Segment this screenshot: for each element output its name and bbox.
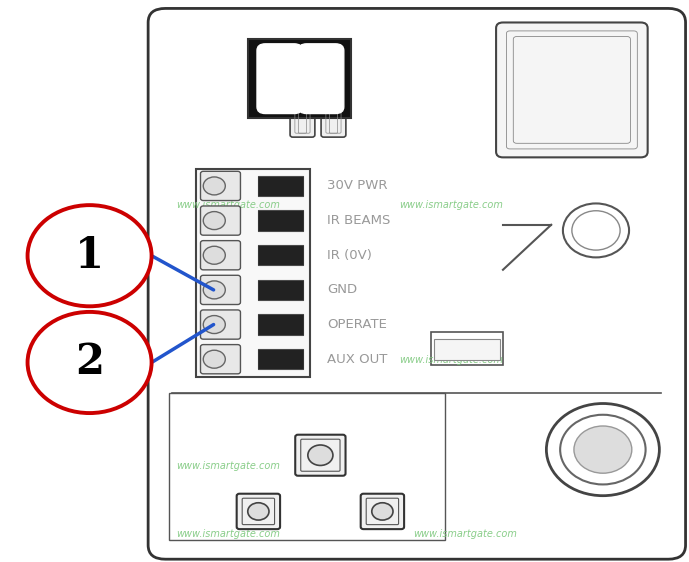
- Circle shape: [203, 246, 225, 264]
- FancyBboxPatch shape: [200, 275, 240, 305]
- Text: www.ismartgate.com: www.ismartgate.com: [176, 529, 280, 539]
- Circle shape: [308, 445, 333, 465]
- Bar: [431, 332, 503, 365]
- Text: IR BEAMS: IR BEAMS: [327, 214, 391, 227]
- Bar: [169, 393, 445, 540]
- Text: www.ismartgate.com: www.ismartgate.com: [413, 529, 517, 539]
- Bar: [434, 339, 500, 360]
- Bar: [196, 169, 310, 377]
- Circle shape: [28, 205, 152, 306]
- Bar: [258, 315, 303, 335]
- Circle shape: [560, 415, 646, 484]
- Circle shape: [574, 426, 632, 473]
- Circle shape: [248, 503, 269, 520]
- Text: 1: 1: [75, 235, 104, 277]
- Circle shape: [546, 404, 659, 496]
- FancyBboxPatch shape: [300, 439, 340, 471]
- Text: 30V PWR: 30V PWR: [327, 179, 388, 192]
- Text: 2: 2: [75, 342, 104, 383]
- FancyBboxPatch shape: [496, 22, 648, 157]
- Circle shape: [203, 281, 225, 299]
- Circle shape: [203, 211, 225, 229]
- Bar: [258, 280, 303, 300]
- FancyBboxPatch shape: [367, 498, 399, 525]
- FancyBboxPatch shape: [290, 54, 315, 137]
- Text: IR (0V): IR (0V): [327, 249, 372, 262]
- Text: www.ismartgate.com: www.ismartgate.com: [400, 200, 504, 210]
- Bar: [258, 245, 303, 265]
- FancyBboxPatch shape: [257, 44, 302, 114]
- Bar: [258, 210, 303, 230]
- FancyBboxPatch shape: [361, 494, 404, 529]
- FancyBboxPatch shape: [148, 8, 686, 559]
- Text: www.ismartgate.com: www.ismartgate.com: [176, 461, 280, 472]
- FancyBboxPatch shape: [200, 171, 240, 201]
- FancyBboxPatch shape: [321, 54, 346, 137]
- Bar: [258, 349, 303, 369]
- Text: AUX OUT: AUX OUT: [327, 353, 388, 366]
- Circle shape: [28, 312, 152, 413]
- FancyBboxPatch shape: [295, 435, 346, 475]
- FancyBboxPatch shape: [200, 310, 240, 339]
- FancyBboxPatch shape: [200, 345, 240, 374]
- Circle shape: [563, 203, 629, 257]
- Circle shape: [203, 316, 225, 334]
- Circle shape: [203, 350, 225, 368]
- Text: GND: GND: [327, 283, 358, 296]
- FancyBboxPatch shape: [237, 494, 280, 529]
- Text: www.ismartgate.com: www.ismartgate.com: [176, 200, 280, 210]
- Bar: [258, 176, 303, 196]
- FancyBboxPatch shape: [200, 241, 240, 270]
- Circle shape: [203, 177, 225, 195]
- Text: www.ismartgate.com: www.ismartgate.com: [400, 355, 504, 365]
- FancyBboxPatch shape: [243, 498, 274, 525]
- Bar: [248, 39, 351, 118]
- Circle shape: [572, 211, 620, 250]
- Text: OPERATE: OPERATE: [327, 318, 387, 331]
- FancyBboxPatch shape: [298, 44, 344, 114]
- Circle shape: [372, 503, 393, 520]
- FancyBboxPatch shape: [200, 206, 240, 235]
